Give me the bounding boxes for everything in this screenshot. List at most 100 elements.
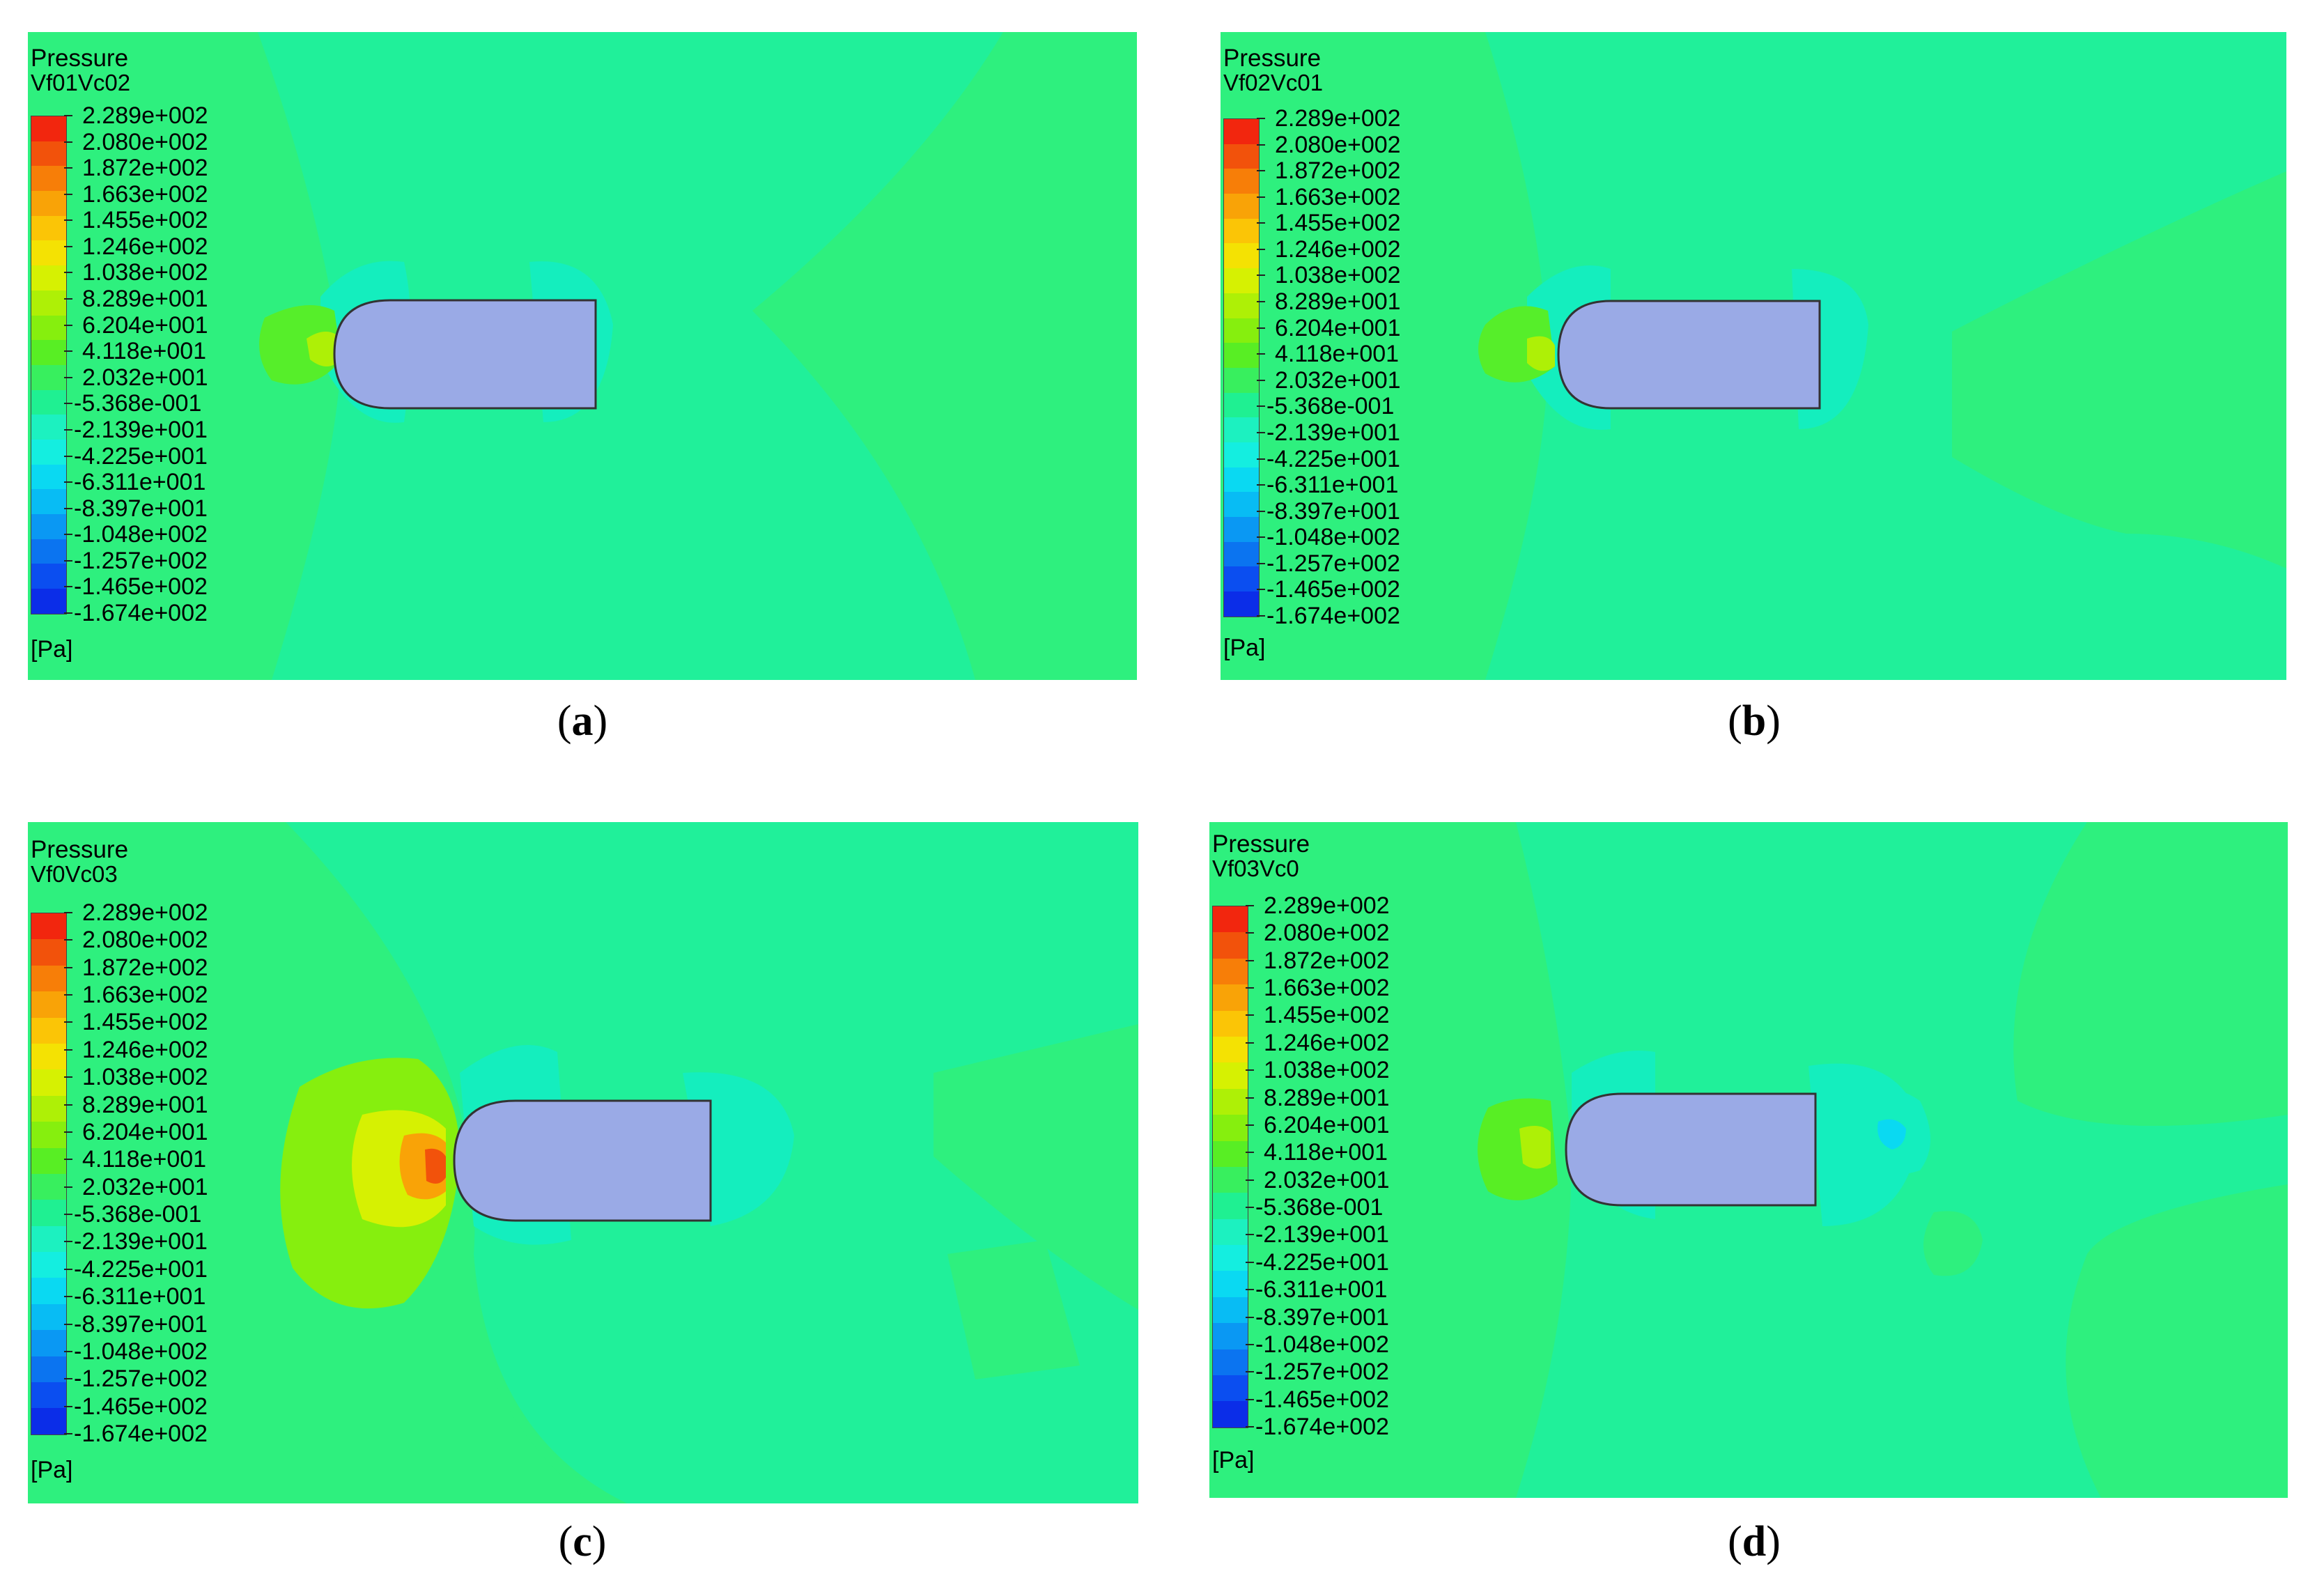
colorbar-tick [1257, 327, 1265, 329]
pressure-field-b [1221, 32, 2286, 680]
colorbar-tick-label: 2.289e+002 [82, 899, 208, 926]
colorbar-swatch [1213, 932, 1248, 959]
colorbar-swatch [1213, 958, 1248, 985]
colorbar-tick-label: 8.289e+001 [1275, 288, 1401, 316]
colorbar-tick [64, 324, 72, 326]
colorbar-tick-label: 8.289e+001 [1264, 1084, 1390, 1111]
colorbar-tick-label: 1.455e+002 [82, 1009, 208, 1036]
colorbar-swatch [31, 340, 66, 365]
colorbar-tick [64, 1214, 72, 1216]
colorbar-tick [1246, 1179, 1254, 1181]
colorbar-tick-label: 1.038e+002 [1264, 1057, 1390, 1084]
colorbar-tick-label: -2.139e+001 [74, 1228, 208, 1255]
colorbar-tick-label: -1.257e+002 [74, 547, 208, 574]
colorbar-tick [1257, 405, 1265, 408]
colorbar-tick [64, 1076, 72, 1078]
colorbar-tick-label: 1.455e+002 [1264, 1002, 1390, 1029]
colorbar-tick-label: 6.204e+001 [82, 1118, 208, 1145]
colorbar-tick [1257, 615, 1265, 617]
colorbar-tick-label: -8.397e+001 [1266, 497, 1400, 525]
colorbar-tick-label: -1.674e+002 [1266, 603, 1400, 629]
case-label: Vf03Vc0 [1212, 856, 1299, 881]
colorbar-tick [64, 115, 72, 116]
caption-b: (b) [1728, 697, 1781, 745]
contour-panel-a: Pressure Vf01Vc02 2.289e+002 2.080e+002 1.… [28, 32, 1137, 680]
case-label: Vf0Vc03 [31, 861, 118, 887]
colorbar-swatch [31, 514, 66, 539]
colorbar [31, 116, 67, 614]
colorbar-swatch [1213, 984, 1248, 1011]
colorbar-tick [64, 272, 72, 274]
colorbar-tick [64, 939, 72, 941]
colorbar-swatch [31, 1069, 66, 1096]
colorbar-tick [64, 1186, 72, 1188]
colorbar-tick [64, 966, 72, 968]
legend-title: Pressure [1212, 830, 1310, 858]
colorbar-swatch [31, 913, 66, 940]
colorbar-swatch [1224, 392, 1259, 418]
legend-title: Pressure [31, 45, 129, 72]
colorbar-swatch [1213, 1166, 1248, 1193]
colorbar-tick [1246, 1234, 1254, 1236]
colorbar-swatch [31, 464, 66, 490]
colorbar-swatch [31, 939, 66, 966]
colorbar-swatch [1213, 1115, 1248, 1141]
colorbar-tick [1246, 987, 1254, 989]
colorbar-swatch [1224, 517, 1259, 542]
colorbar-tick-label: 4.118e+001 [82, 338, 207, 365]
colorbar-tick-label: -4.225e+001 [74, 1255, 208, 1283]
colorbar-tick [1246, 1289, 1254, 1291]
colorbar-tick [1257, 458, 1265, 460]
colorbar-tick-label: -1.257e+002 [1266, 550, 1400, 577]
colorbar-swatch [1213, 906, 1248, 933]
colorbar-swatch [1224, 367, 1259, 393]
colorbar-tick [64, 193, 72, 195]
colorbar-tick [1257, 589, 1265, 591]
colorbar-tick-label: -1.465e+002 [1255, 1386, 1389, 1413]
colorbar-swatch [31, 1225, 66, 1253]
colorbar-swatch [1213, 1140, 1248, 1167]
colorbar-tick [64, 1268, 72, 1270]
colorbar-tick-label: 1.246e+002 [82, 1036, 208, 1063]
colorbar-tick-label: 2.289e+002 [1275, 105, 1401, 132]
colorbar-tick [64, 376, 72, 378]
colorbar-tick-label: -1.465e+002 [1266, 576, 1400, 603]
colorbar-tick [1257, 510, 1265, 512]
colorbar-tick-label: 6.204e+001 [1275, 314, 1401, 341]
colorbar-tick [1246, 1124, 1254, 1126]
colorbar-tick-label: 1.246e+002 [82, 233, 208, 260]
colorbar-tick-label: -5.368e-001 [74, 1201, 202, 1228]
legend-unit: [Pa] [31, 636, 73, 663]
colorbar-swatch [31, 539, 66, 564]
colorbar-tick [1257, 562, 1265, 564]
colorbar-tick [1257, 144, 1265, 146]
colorbar-swatch [1224, 144, 1259, 169]
colorbar-tick [1246, 959, 1254, 961]
colorbar-tick-label: -1.257e+002 [74, 1365, 208, 1393]
colorbar-tick-label: 1.455e+002 [1275, 210, 1401, 237]
colorbar-tick [64, 586, 72, 588]
colorbar-tick-label: -8.397e+001 [74, 1310, 208, 1338]
colorbar-swatch [31, 991, 66, 1018]
colorbar-tick [64, 298, 72, 300]
colorbar-tick-label: -5.368e-001 [1255, 1194, 1384, 1221]
colorbar-tick [64, 1159, 72, 1161]
colorbar-tick-label: -6.311e+001 [1255, 1276, 1388, 1303]
colorbar-tick-label: 2.289e+002 [82, 102, 208, 129]
colorbar-swatch [1224, 194, 1259, 219]
colorbar-swatch [31, 1043, 66, 1070]
colorbar-swatch [31, 1356, 66, 1383]
colorbar-tick [64, 1323, 72, 1325]
colorbar-tick-label: 4.118e+001 [82, 1146, 207, 1173]
colorbar-swatch [31, 265, 66, 291]
caption-a: (a) [557, 697, 608, 745]
colorbar-tick [64, 1378, 72, 1380]
colorbar-swatch [31, 1408, 66, 1434]
colorbar-tick [1246, 932, 1254, 934]
colorbar-swatch [31, 1095, 66, 1122]
colorbar-swatch [31, 415, 66, 440]
colorbar-tick [1246, 1097, 1254, 1099]
colorbar-swatch [1224, 591, 1259, 617]
colorbar-swatch [31, 1303, 66, 1331]
legend-unit: [Pa] [1223, 635, 1266, 661]
